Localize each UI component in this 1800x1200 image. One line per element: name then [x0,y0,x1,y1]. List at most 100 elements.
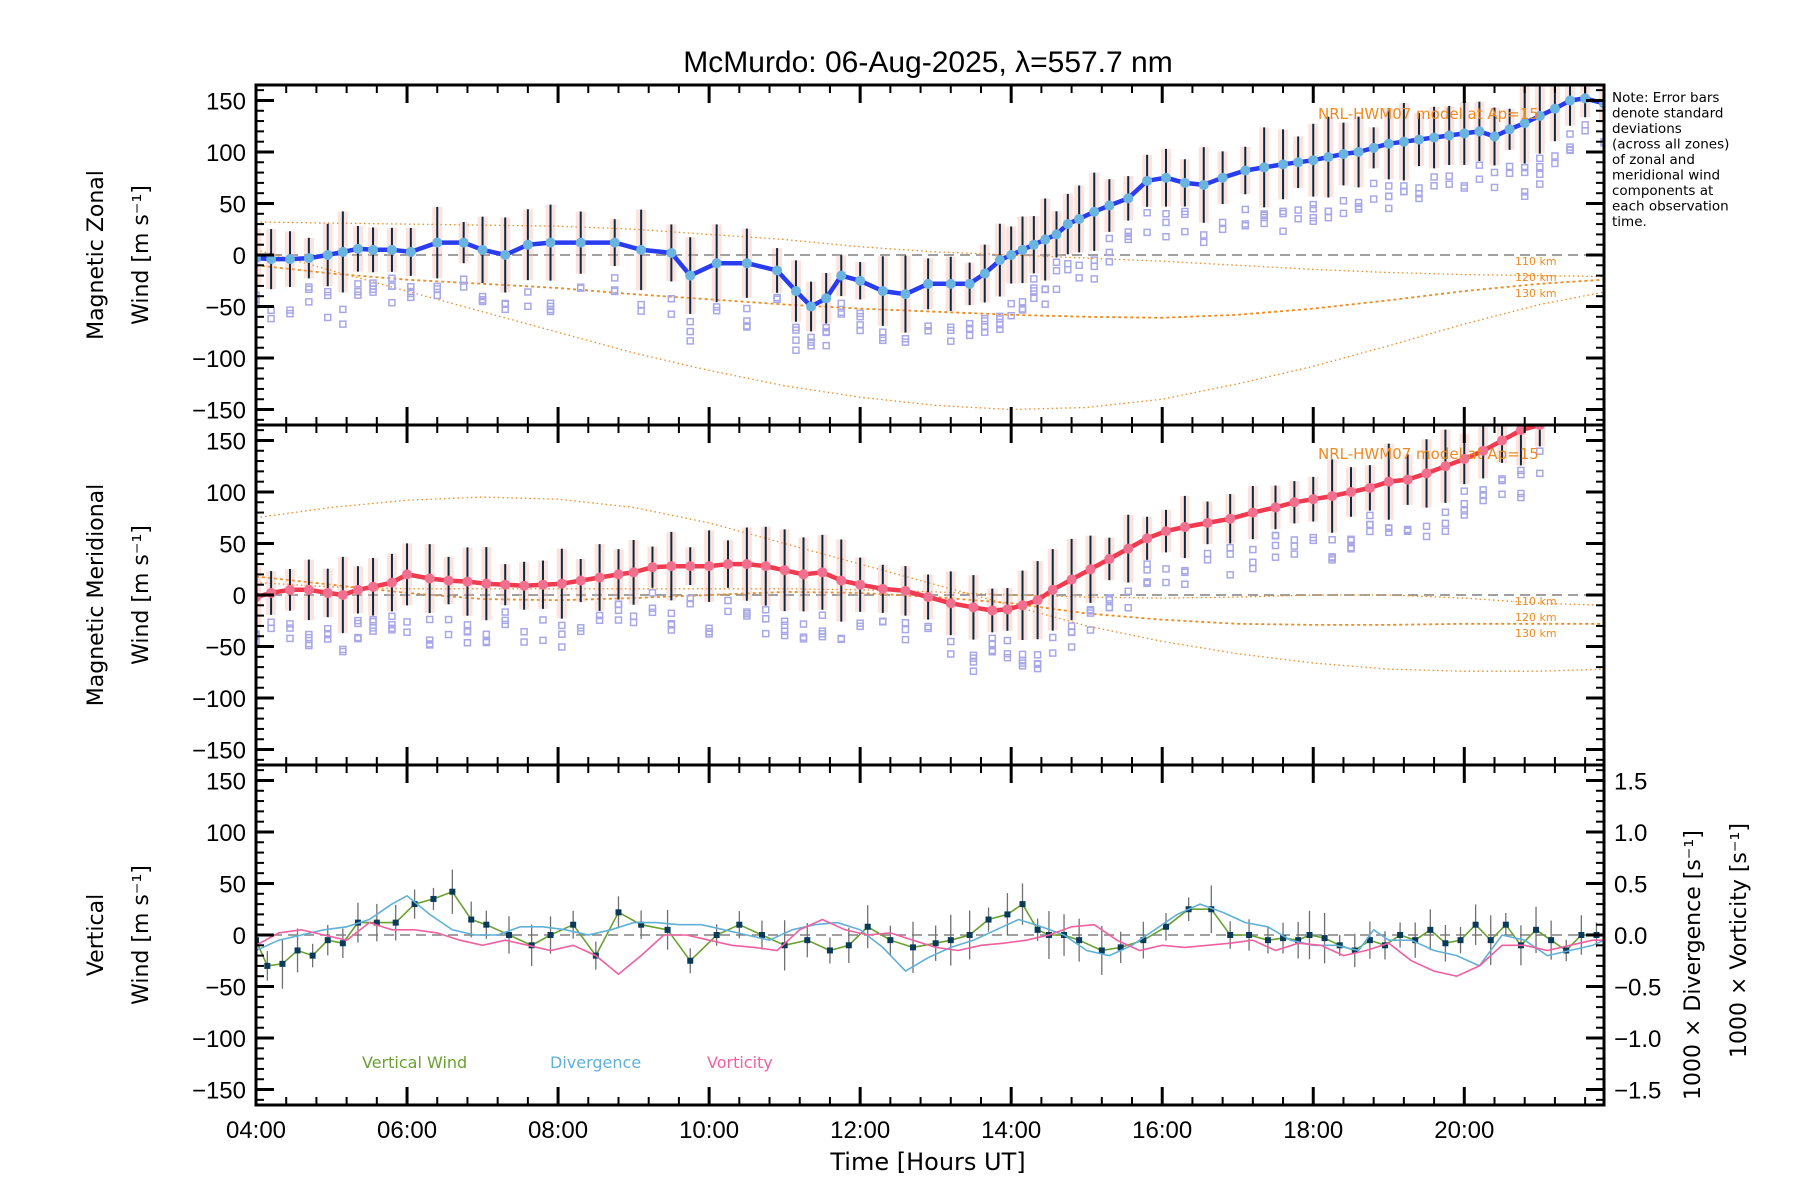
zone-point [837,634,846,643]
data-point [1497,435,1508,446]
right-tick-label: −1.5 [1614,1078,1661,1105]
zone-point [610,274,619,282]
model-altitude-label: 110 km [1515,595,1557,608]
zone-point [1385,524,1393,532]
vertical-wind-point [1427,926,1434,933]
zone-point [1347,543,1355,552]
data-point [519,580,530,591]
zone-point [799,633,808,641]
data-point [798,569,809,580]
zone-point [539,636,547,645]
zone-point [1241,220,1250,228]
zone-point [792,323,800,332]
data-point [1142,533,1153,544]
zone-point [1018,650,1027,659]
model-label: NRL-HWM07 model at Ap=15 [1318,445,1539,463]
zone-point [1181,568,1189,577]
zone-point [1003,653,1012,662]
data-point [711,258,722,269]
zone-point [305,285,313,294]
zone-point [1200,238,1208,247]
vertical-wind-point [615,909,622,916]
data-point [1402,474,1413,485]
y-tick-label: −50 [205,635,246,662]
zone-point [1105,234,1114,243]
model-curve-120km [256,264,1604,319]
zone-point [1260,211,1268,220]
zone-point [501,299,509,308]
vertical-wind-point [1321,935,1328,942]
zone-point [1226,550,1234,558]
data-point [1104,553,1115,564]
zone-point [1203,556,1212,564]
zone-point [267,314,275,323]
zone-point [1003,650,1012,658]
zone-point [1430,182,1438,190]
zone-point [388,274,396,283]
x-tick-label: 06:00 [377,1117,437,1144]
zone-point [1520,163,1529,172]
data-point [1040,234,1051,245]
x-tick-label: 10:00 [679,1117,739,1144]
data-point [1006,250,1017,260]
vertical-wind-point [1019,901,1026,908]
zone-point [1290,542,1299,550]
zone-point [286,306,294,314]
zone-point [1551,159,1559,168]
zone-point [1441,519,1450,528]
zone-point [1105,248,1114,257]
zone-point [1162,210,1170,218]
data-point [1017,244,1028,255]
plot-area-meridional [256,425,1604,675]
model-altitude-label: 130 km [1515,287,1557,300]
x-axis-label: Time [Hours UT] [829,1148,1025,1176]
vertical-wind-point [638,921,645,928]
zone-point [305,639,313,648]
zone-point [743,304,751,313]
data-point [609,237,620,248]
zone-point [761,629,770,638]
data-point [979,268,990,279]
y-tick-label: −100 [192,686,246,713]
zone-point [1033,664,1042,673]
zone-point [686,337,694,345]
data-point [405,246,416,257]
y-axis-label-line1: Vertical [84,894,109,976]
vertical-wind-point [713,932,720,938]
zone-point [501,620,509,629]
data-point [877,286,888,297]
zone-point [1581,121,1589,129]
zone-point [407,283,415,291]
data-point [594,572,605,583]
y-tick-label: 0 [233,583,246,610]
note-line: components at [1612,183,1713,199]
zone-point [1551,152,1559,160]
model-altitude-label: 120 km [1515,271,1557,284]
zone-point [501,616,509,625]
zone-point [388,282,396,290]
vertical-wind-point [845,942,852,949]
y-tick-label: −50 [205,295,246,322]
zone-point [286,624,294,632]
zone-point [818,632,827,641]
vertical-wind-point [1533,926,1540,933]
zone-point [1309,200,1318,209]
zone-point [256,638,260,646]
data-point [481,578,492,589]
data-point [352,584,363,595]
vertical-wind-point [449,888,456,895]
zone-point [1403,526,1412,534]
zone-point [1290,536,1299,544]
zone-point [1090,256,1099,264]
x-tick-label: 12:00 [830,1117,890,1144]
zone-point [520,638,528,646]
zone-point [524,302,532,311]
zone-point [1479,496,1487,505]
zone-point [1090,262,1099,271]
zone-point [1218,225,1227,234]
model-curve-120km [256,575,1604,626]
vertical-wind-point [1457,937,1464,944]
zone-point [1162,565,1170,573]
zone-point [1385,528,1393,537]
zone-point [1415,184,1423,192]
